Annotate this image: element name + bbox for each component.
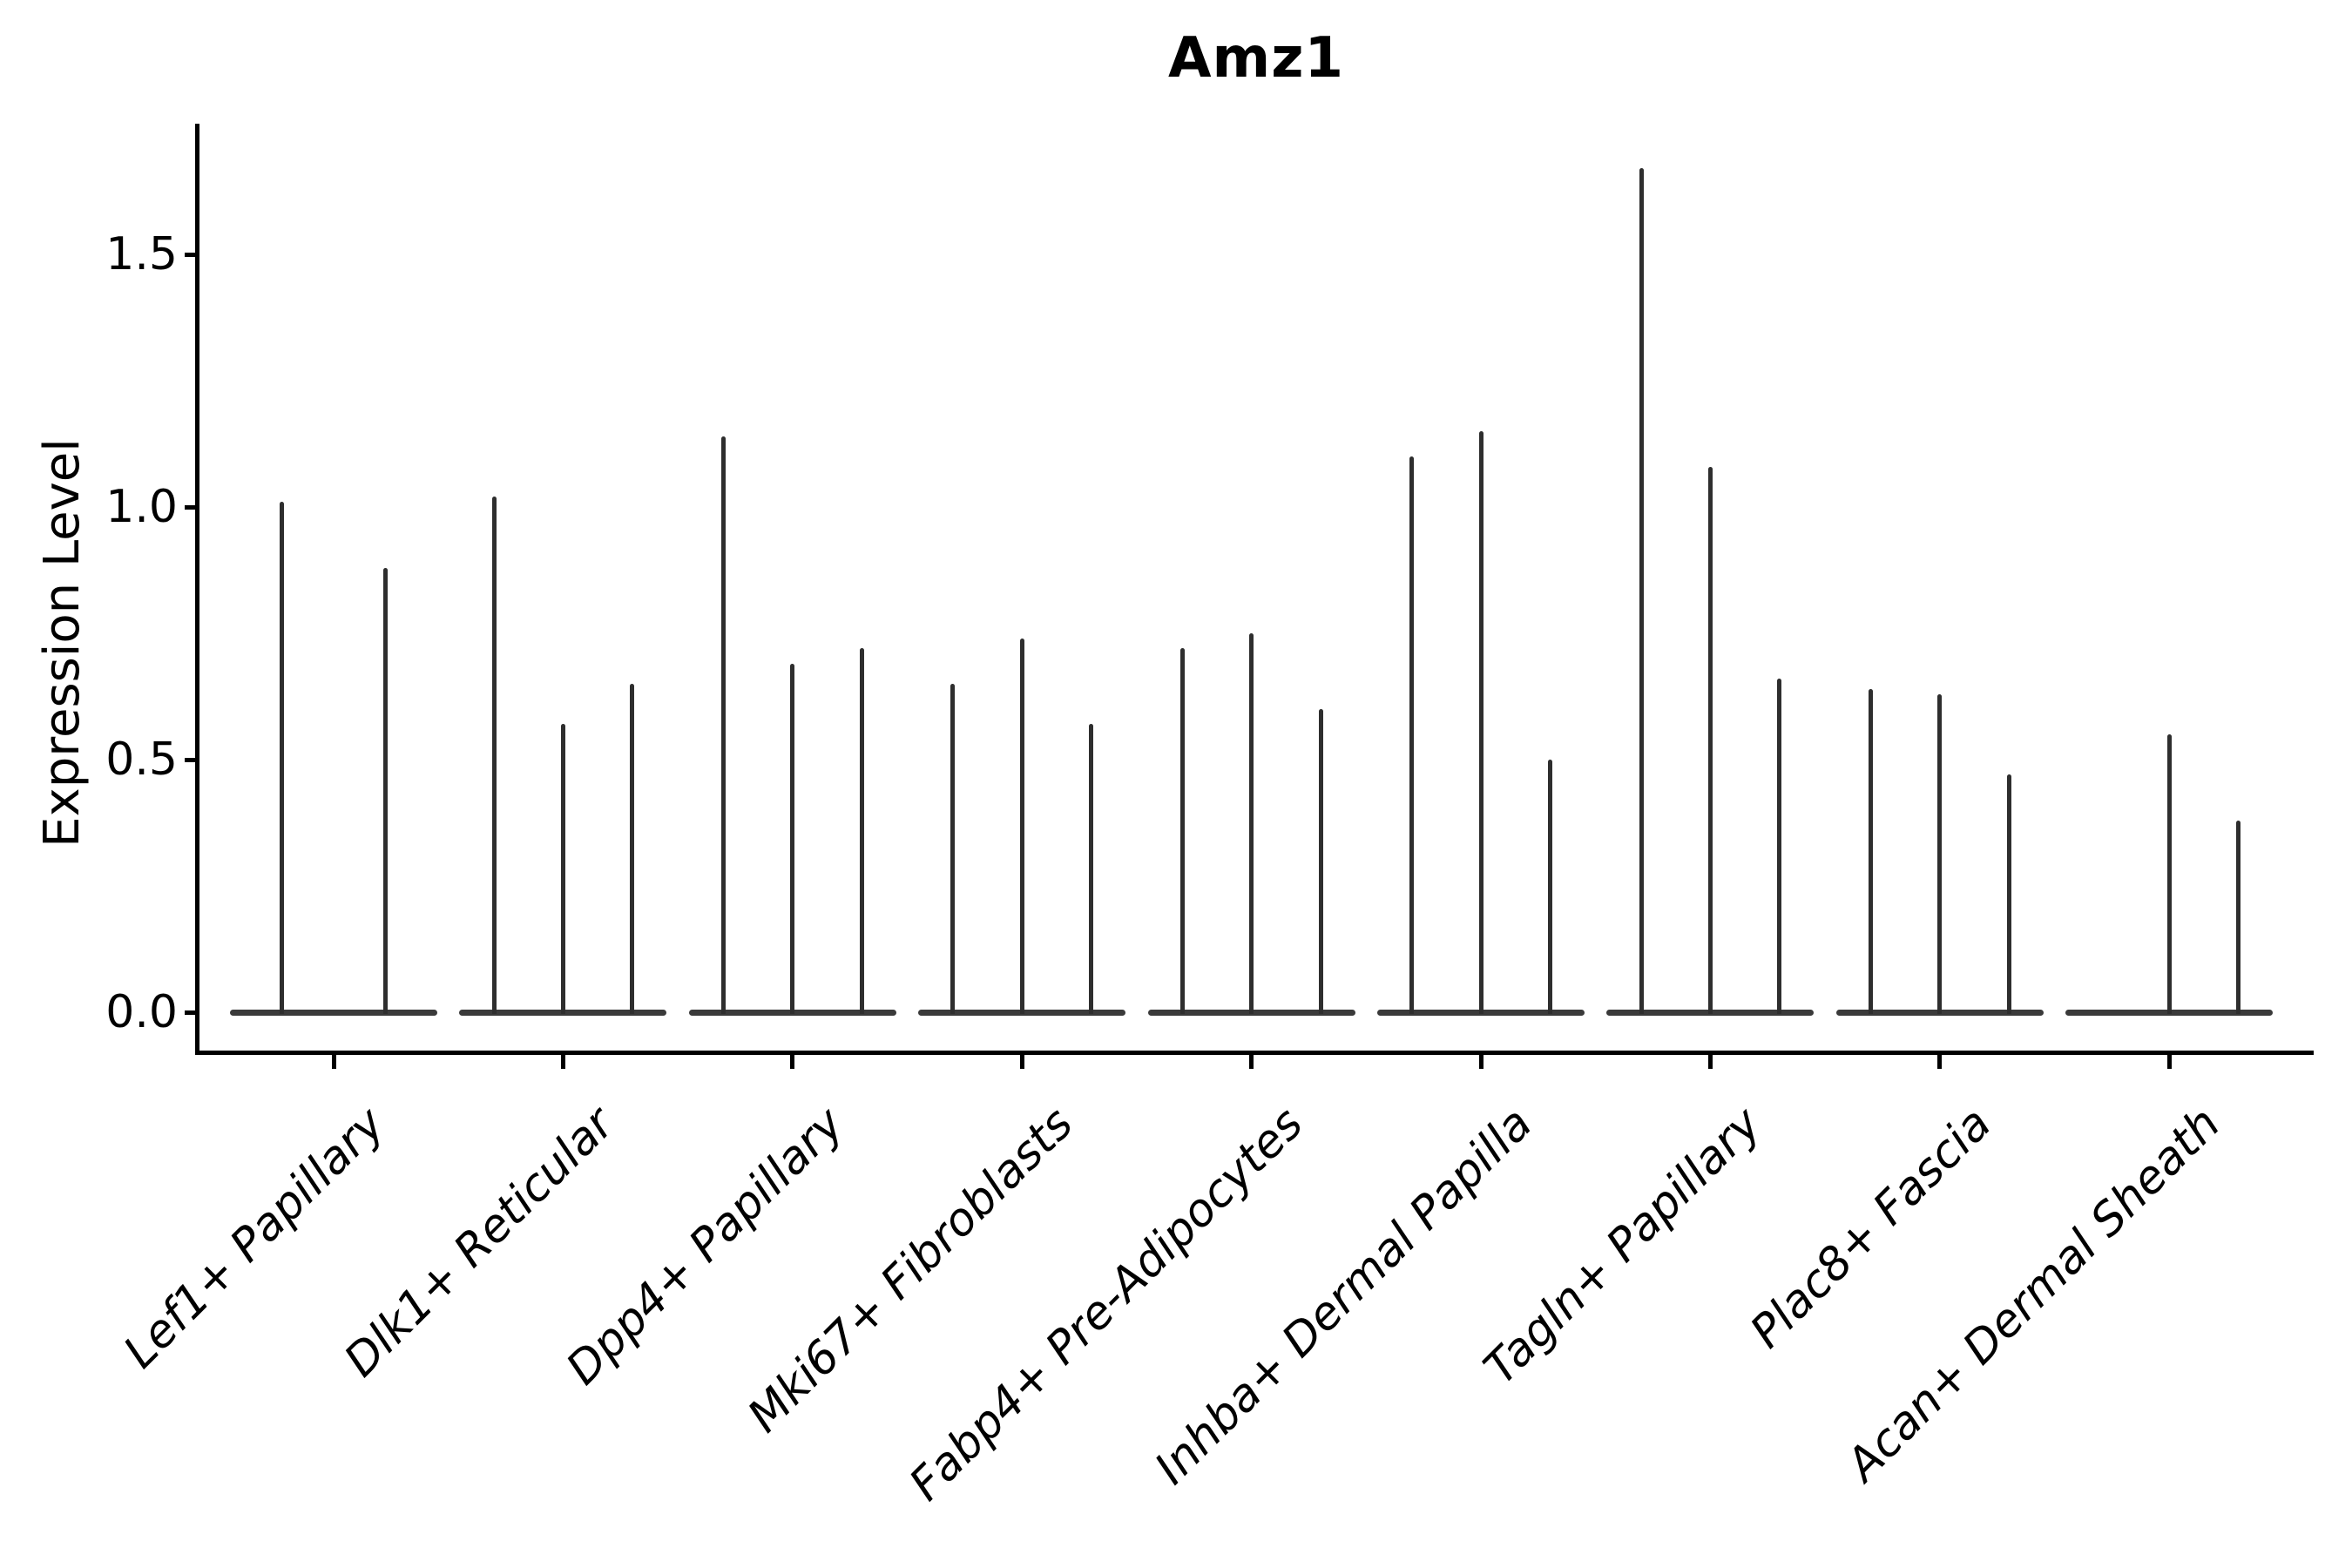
x-tick-mark (1019, 1055, 1024, 1069)
violin-spike (279, 502, 284, 1014)
violin-spike (1707, 466, 1713, 1014)
y-tick-mark (185, 757, 195, 762)
violin-spike (1868, 688, 1873, 1014)
x-tick-mark (2166, 1055, 2172, 1069)
violin-spike (790, 663, 795, 1014)
x-tick-mark (331, 1055, 336, 1069)
x-tick-mark (1249, 1055, 1254, 1069)
violin-spike (1547, 760, 1552, 1014)
violin-spike (1019, 638, 1024, 1014)
violin-spike (1089, 724, 1094, 1014)
x-tick-mark (1478, 1055, 1484, 1069)
violin-spike (383, 567, 389, 1014)
violin-spike (2166, 734, 2172, 1014)
violin-spike (1409, 456, 1415, 1014)
violin-spike (1639, 168, 1644, 1014)
violin-spike (1179, 648, 1185, 1014)
violin-spike (720, 436, 726, 1014)
violin-spike (950, 684, 956, 1014)
violin-spike (1478, 431, 1484, 1014)
y-tick-label: 0.0 (105, 986, 178, 1038)
x-tick-mark (1707, 1055, 1713, 1069)
violin-baseline (229, 1009, 438, 1016)
x-axis-spine (195, 1051, 2314, 1055)
violin-spike (2236, 820, 2241, 1014)
y-axis-spine (195, 124, 199, 1055)
violin-spike (2006, 774, 2011, 1014)
violin-spike (1249, 633, 1254, 1014)
violin-spike (491, 497, 497, 1014)
chart-title: Amz1 (1168, 26, 1344, 91)
x-tick-mark (560, 1055, 565, 1069)
violin-spike (1318, 709, 1323, 1014)
y-tick-label: 0.5 (105, 733, 178, 786)
y-tick-mark (185, 504, 195, 510)
violin-spike (1937, 693, 1943, 1014)
y-tick-label: 1.0 (105, 481, 178, 533)
violin-spike (560, 724, 565, 1014)
y-tick-mark (185, 252, 195, 257)
y-axis-label: Expression Level (34, 438, 91, 848)
violin-spike (630, 684, 635, 1014)
y-tick-mark (185, 1010, 195, 1015)
x-tick-mark (790, 1055, 795, 1069)
y-tick-label: 1.5 (105, 228, 178, 280)
x-tick-mark (1937, 1055, 1943, 1069)
violin-spike (859, 648, 864, 1014)
violin-spike (1777, 679, 1782, 1014)
